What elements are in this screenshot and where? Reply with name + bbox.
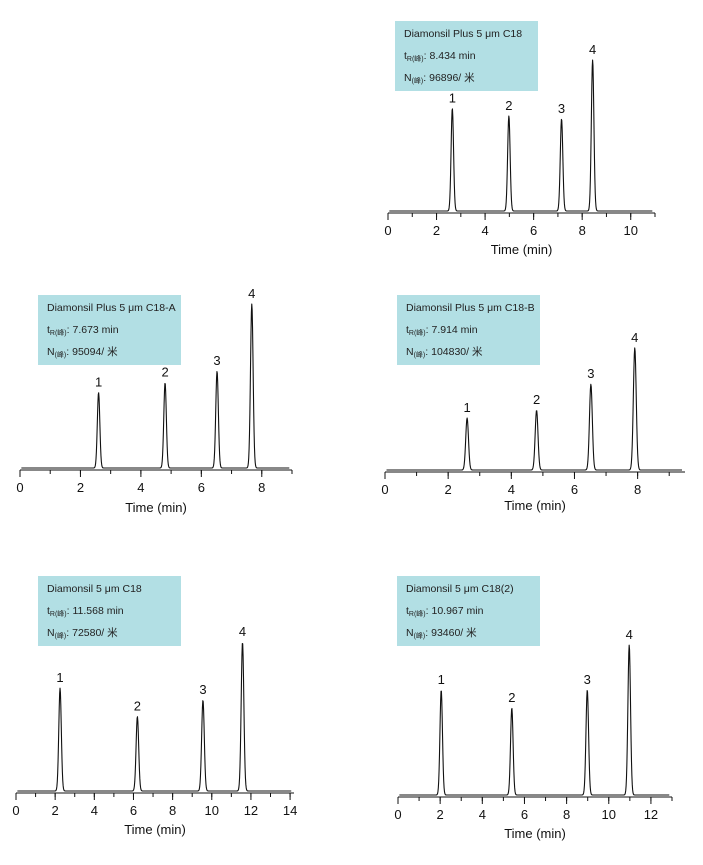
peak-label: 3	[213, 353, 220, 368]
chart-panel: Diamonsil Plus 5 μm C18-B tR(峰): 7.914 mi…	[381, 295, 685, 513]
peak-label: 1	[438, 672, 445, 687]
column-name: Diamonsil Plus 5 μm C18-A	[47, 302, 176, 314]
peak-label: 2	[533, 392, 540, 407]
plate-number-text: N(峰): 72580/ 米	[47, 626, 118, 640]
retention-time-text: tR(峰): 10.967 min	[406, 605, 484, 618]
chromatogram-trace	[17, 642, 292, 792]
peak-label: 3	[199, 682, 206, 697]
peak-label: 1	[56, 670, 63, 685]
x-tick-label: 4	[508, 482, 515, 497]
plate-number-text: N(峰): 96896/ 米	[404, 71, 475, 85]
x-tick-label: 10	[205, 803, 219, 818]
peak-label: 4	[589, 42, 596, 57]
x-tick-label: 8	[634, 482, 641, 497]
peak-label: 1	[463, 400, 470, 415]
x-tick-label: 14	[283, 803, 297, 818]
x-tick-label: 8	[579, 223, 586, 238]
x-tick-label: 2	[433, 223, 440, 238]
x-tick-label: 4	[479, 807, 486, 822]
x-tick-label: 2	[445, 482, 452, 497]
x-axis-title: Time (min)	[124, 822, 186, 837]
chart-panel: Diamonsil Plus 5 μm C18 tR(峰): 8.434 min N…	[384, 21, 656, 257]
plate-number-text: N(峰): 95094/ 米	[47, 345, 118, 359]
column-name: Diamonsil 5 μm C18	[47, 583, 142, 595]
x-tick-label: 10	[623, 223, 637, 238]
x-tick-label: 6	[571, 482, 578, 497]
chart-panel: Diamonsil Plus 5 μm C18-A tR(峰): 7.673 mi…	[16, 286, 293, 515]
x-tick-label: 4	[481, 223, 488, 238]
x-tick-label: 10	[602, 807, 616, 822]
info-box	[397, 295, 540, 365]
chart-panel: Diamonsil 5 μm C18 tR(峰): 11.568 min N(峰):…	[12, 576, 297, 837]
x-tick-label: 8	[169, 803, 176, 818]
x-tick-label: 2	[52, 803, 59, 818]
retention-time-text: tR(峰): 8.434 min	[404, 50, 476, 63]
peak-label: 4	[239, 624, 246, 639]
peak-label: 1	[95, 375, 102, 390]
info-box	[395, 21, 538, 91]
chromatogram-trace	[21, 303, 290, 469]
x-axis-title: Time (min)	[491, 242, 553, 257]
column-name: Diamonsil Plus 5 μm C18	[404, 28, 522, 40]
peak-label: 4	[248, 286, 255, 301]
x-tick-label: 6	[530, 223, 537, 238]
x-tick-label: 6	[130, 803, 137, 818]
x-tick-label: 8	[258, 480, 265, 495]
peak-label: 2	[508, 690, 515, 705]
x-tick-label: 4	[137, 480, 144, 495]
x-tick-label: 6	[521, 807, 528, 822]
plate-number-text: N(峰): 93460/ 米	[406, 626, 477, 640]
chromatogram-trace	[389, 59, 653, 212]
column-name: Diamonsil 5 μm C18(2)	[406, 583, 514, 595]
chromatogram-trace	[386, 347, 683, 471]
peak-label: 3	[587, 366, 594, 381]
peak-label: 4	[626, 627, 633, 642]
x-tick-label: 2	[437, 807, 444, 822]
x-tick-label: 6	[198, 480, 205, 495]
x-axis-title: Time (min)	[125, 500, 187, 515]
x-tick-label: 0	[12, 803, 19, 818]
x-axis-title: Time (min)	[504, 498, 566, 513]
peak-label: 3	[558, 101, 565, 116]
x-tick-label: 0	[384, 223, 391, 238]
retention-time-text: tR(峰): 11.568 min	[47, 605, 124, 618]
retention-time-text: tR(峰): 7.673 min	[47, 324, 119, 337]
x-axis-title: Time (min)	[504, 826, 566, 841]
info-box	[38, 295, 181, 365]
chromatogram-trace	[399, 644, 670, 796]
column-name: Diamonsil Plus 5 μm C18-B	[406, 302, 535, 314]
peak-label: 3	[584, 672, 591, 687]
peak-label: 4	[631, 330, 638, 345]
x-tick-label: 12	[644, 807, 658, 822]
x-tick-label: 2	[77, 480, 84, 495]
retention-time-text: tR(峰): 7.914 min	[406, 324, 478, 337]
x-tick-label: 0	[381, 482, 388, 497]
chart-panel: Diamonsil 5 μm C18(2) tR(峰): 10.967 min N(…	[394, 576, 673, 841]
x-tick-label: 4	[91, 803, 98, 818]
peak-label: 2	[134, 699, 141, 714]
x-tick-label: 0	[16, 480, 23, 495]
x-tick-label: 8	[563, 807, 570, 822]
peak-label: 1	[449, 90, 456, 105]
x-tick-label: 12	[244, 803, 258, 818]
peak-label: 2	[161, 365, 168, 380]
plate-number-text: N(峰): 104830/ 米	[406, 345, 483, 359]
info-box	[38, 576, 181, 646]
info-box	[397, 576, 540, 646]
peak-label: 2	[505, 98, 512, 113]
x-tick-label: 0	[394, 807, 401, 822]
